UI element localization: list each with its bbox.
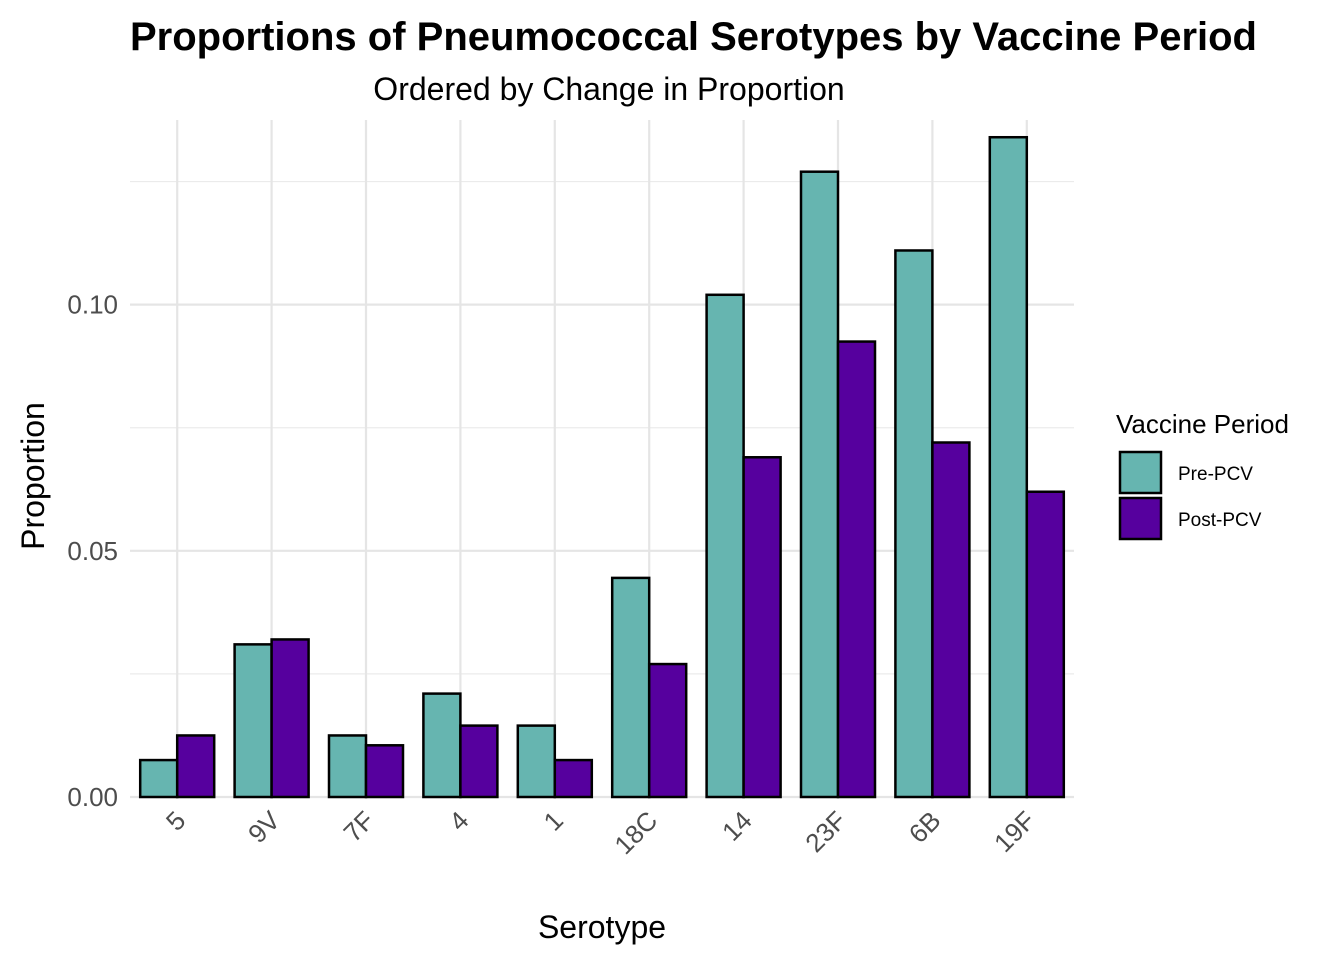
plot-area: 0.00 0.05 0.10 5 9V 7F 4 1 18C 14 23F 6B 19F	[67, 120, 1074, 860]
x-tick-label: 18C	[608, 805, 663, 860]
chart-subtitle: Ordered by Change in Proportion	[373, 71, 844, 107]
legend-title: Vaccine Period	[1116, 409, 1289, 439]
bar-post-pcv-23f	[836, 340, 877, 799]
bar-pre-pcv-4	[422, 692, 462, 799]
bar-pre-pcv-6b	[894, 249, 934, 799]
x-tick-label: 14	[716, 805, 758, 847]
bar-pre-pcv-9v	[233, 643, 273, 799]
bar-post-pcv-6b	[931, 441, 971, 799]
bar-pre-pcv-14	[705, 293, 745, 799]
bar-post-pcv-4	[459, 724, 499, 799]
bar-pre-pcv-7f	[327, 734, 368, 799]
x-tick-label: 5	[160, 805, 191, 836]
legend-key-pre-pcv	[1118, 450, 1163, 495]
legend-label-post-pcv: Post-PCV	[1178, 510, 1262, 531]
bar-post-pcv-14	[742, 456, 782, 799]
x-tick-label: 7F	[337, 805, 380, 848]
bar-pre-pcv-5	[138, 758, 179, 799]
y-axis-title: Proportion	[15, 402, 51, 550]
bar-post-pcv-9v	[270, 638, 310, 799]
bar-pre-pcv-18c	[610, 576, 651, 799]
legend: Vaccine Period Pre-PCV Post-PCV	[1116, 409, 1289, 541]
bar-pre-pcv-23f	[799, 170, 840, 799]
x-tick-label: 9V	[242, 805, 286, 849]
x-tick-label: 6B	[903, 805, 947, 849]
bar-post-pcv-1	[553, 758, 594, 799]
y-tick-label: 0.05	[67, 536, 118, 566]
bar-post-pcv-19f	[1025, 490, 1066, 799]
x-tick-label: 19F	[988, 805, 1041, 858]
chart-title: Proportions of Pneumococcal Serotypes by…	[130, 15, 1257, 59]
legend-label-pre-pcv: Pre-PCV	[1178, 464, 1253, 485]
bar-pre-pcv-1	[516, 724, 557, 799]
y-tick-label: 0.00	[67, 782, 118, 812]
x-tick-label: 4	[443, 805, 474, 836]
bar-post-pcv-7f	[364, 744, 405, 799]
bar-post-pcv-5	[175, 734, 216, 799]
x-tick-label: 23F	[799, 805, 852, 858]
x-tick-label: 1	[537, 805, 568, 836]
y-tick-label: 0.10	[67, 290, 118, 320]
legend-key-post-pcv	[1118, 496, 1163, 541]
bar-post-pcv-18c	[647, 662, 688, 799]
x-axis-title: Serotype	[538, 909, 666, 945]
bar-pre-pcv-19f	[988, 135, 1029, 799]
